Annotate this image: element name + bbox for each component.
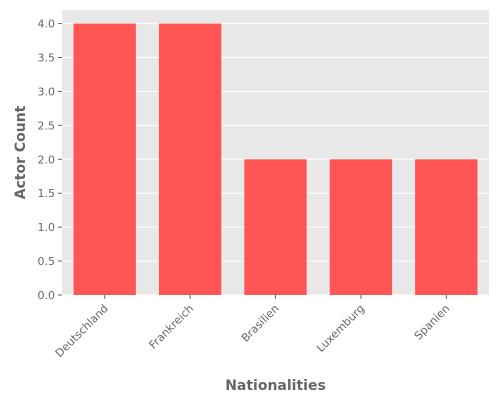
bar-spanien <box>415 159 478 295</box>
y-tick-label: 2.5 <box>38 119 56 132</box>
y-axis-title: Actor Count <box>13 105 29 199</box>
bar-frankreich <box>158 23 222 295</box>
x-tick-label: Luxemburg <box>314 302 367 355</box>
y-tick-label: 0.0 <box>38 289 56 302</box>
y-axis-ticks: 0.0 0.5 1.0 1.5 2.0 2.5 3.0 3.5 4.0 <box>38 18 62 302</box>
y-tick-label: 4.0 <box>38 18 56 31</box>
y-tick-label: 2.0 <box>38 153 56 166</box>
y-tick-label: 3.5 <box>38 52 56 65</box>
y-tick-label: 1.0 <box>38 221 56 234</box>
x-tick-label: Deutschland <box>53 302 111 360</box>
bar-deutschland <box>73 23 136 295</box>
x-tick-label: Frankreich <box>147 302 197 352</box>
bar-luxemburg <box>329 159 393 295</box>
bars <box>73 23 478 295</box>
y-tick-label: 1.5 <box>38 187 56 200</box>
x-tick-label: Brasilien <box>239 302 282 345</box>
y-tick-label: 3.0 <box>38 85 56 98</box>
bar-brasilien <box>244 159 307 295</box>
y-tick-label: 0.5 <box>38 255 56 268</box>
x-axis-title: Nationalities <box>225 378 326 394</box>
x-axis-ticks: Deutschland Frankreich Brasilien Luxemburg S… <box>53 295 453 360</box>
x-tick-label: Spanien <box>412 302 453 343</box>
